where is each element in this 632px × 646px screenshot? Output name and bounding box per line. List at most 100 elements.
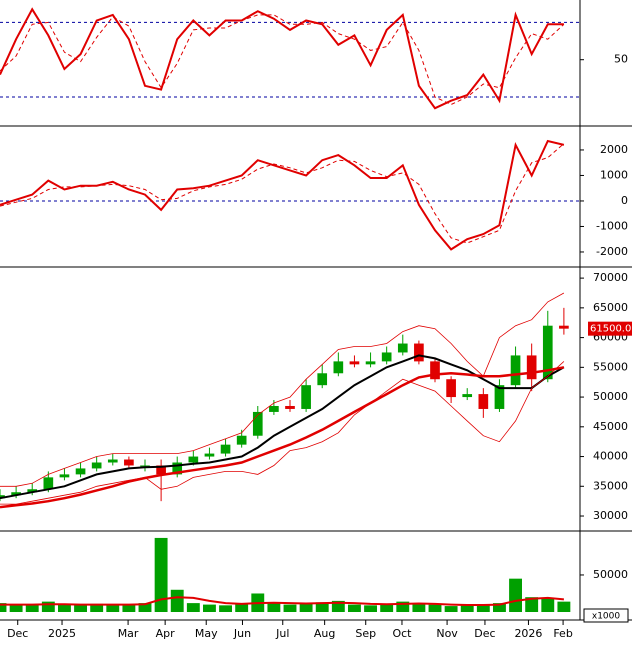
candle-body [478,394,489,409]
candle-body [430,361,440,380]
candle-body [414,343,424,362]
candle-body [236,435,247,445]
y-tick-label: 55000 [593,360,628,373]
candle-body [172,462,183,475]
candle-body [269,405,279,412]
y-tick-label: 45000 [593,420,628,433]
candle-body [559,325,569,329]
series-line [0,143,565,244]
series-line [0,366,565,509]
volume-bar [219,605,232,612]
candle-body [11,492,21,496]
volume-bar [0,603,7,612]
x-tick-label: Nov [436,627,458,640]
y-tick-label: 1000 [600,168,628,181]
candle-body [204,453,215,457]
candle-body [397,343,408,353]
y-tick-label: 50 [614,53,628,66]
candle-body [526,355,537,380]
y-tick-label: -2000 [596,245,628,258]
volume-bar [106,605,120,612]
series-line [0,361,565,505]
candle-body [91,462,102,469]
candle-body [252,411,263,436]
panel [0,139,580,251]
volume-bar [267,603,281,612]
unit-box [583,608,629,623]
volume-bar [380,603,394,612]
x-tick-label: Jun [233,627,251,640]
y-tick-label: 65000 [593,301,628,314]
x-tick-label: Sep [355,627,376,640]
y-tick-label: 35000 [593,479,628,492]
candle-body [301,385,311,409]
y-tick-label: -1000 [596,219,628,232]
candle-body [0,495,5,499]
volume-bar [509,578,522,612]
candle-body [542,325,553,380]
series-line [0,292,565,487]
candle-body [446,379,456,398]
volume-bar [331,600,345,612]
volume-bar [203,604,216,612]
volume-bar [170,589,184,612]
y-tick-label: 50000 [593,390,628,403]
volume-bar [541,598,555,612]
volume-bar [348,604,361,612]
x-tick-label: 2026 [514,627,542,640]
candle-body [124,459,134,466]
volume-bar [299,603,313,612]
candle-body [188,456,199,463]
candle-body [59,474,70,478]
volume-bar [476,604,490,612]
volume-bar [460,605,474,612]
x-tick-label: May [195,627,218,640]
x-tick-label: Apr [156,627,176,640]
candle-body [220,444,231,454]
y-tick-label: 50000 [593,568,628,581]
candle-body [75,468,86,475]
candle-body [494,385,505,409]
x-tick-label: Mar [118,627,139,640]
candle-body [317,373,328,386]
volume-bar [525,597,539,612]
candle-body [107,459,118,463]
x-tick-label: Feb [553,627,572,640]
volume-bar [90,603,104,612]
last-price-box [588,321,632,336]
y-tick-label: 30000 [593,509,628,522]
volume-bar [25,604,39,612]
candle-body [285,405,295,409]
volume-bar [58,604,71,612]
volume-bar [9,605,23,612]
volume-bar [315,602,329,612]
x-tick-label: 2025 [48,627,76,640]
y-tick-label: 40000 [593,450,628,463]
series-line [0,596,564,606]
last-price-label: 61500.00 [590,324,632,335]
volume-bar [138,603,152,612]
volume-bar [396,601,410,612]
volume-bar [41,601,55,612]
x-tick-label: Dec [7,627,28,640]
unit-label: x1000 [592,612,621,622]
candle-body [333,361,344,374]
candle-body [156,465,166,475]
candle-body [462,394,473,398]
candle-body [510,355,521,386]
volume-bar [235,603,249,612]
volume-bar [122,604,136,612]
volume-bar [557,601,571,612]
volume-bar [74,605,87,612]
y-tick-label: 0 [621,194,628,207]
volume-bar [186,603,200,612]
volume-bar [412,603,426,612]
volume-bar [428,604,442,612]
y-tick-label: 2000 [600,143,628,156]
volume-bar [283,604,297,612]
candle-body [43,477,54,490]
candle-body [365,361,376,365]
candle-body [140,465,150,467]
x-tick-label: Oct [392,627,412,640]
